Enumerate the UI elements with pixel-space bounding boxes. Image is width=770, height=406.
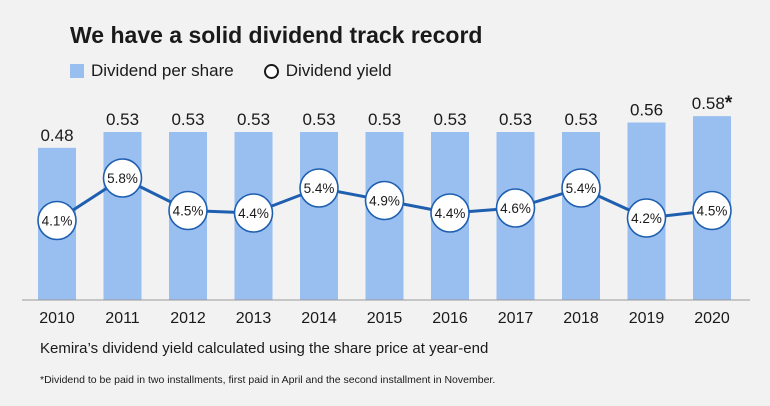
x-tick-label-2018: 2018 [563, 310, 599, 327]
x-tick-label-2015: 2015 [367, 310, 403, 327]
bar-value-label-2014: 0.53 [302, 110, 335, 129]
yield-label-2020: 4.5% [697, 204, 728, 219]
bar-value-label-2010: 0.48 [40, 126, 73, 145]
bar-value-label-2016: 0.53 [433, 110, 466, 129]
yield-point-2017 [495, 188, 536, 228]
bar-2014 [300, 131, 338, 300]
bar-value-label-2012: 0.53 [171, 110, 204, 129]
chart-legend: Dividend per share Dividend yield [70, 60, 392, 82]
yield-point-2019 [626, 198, 667, 238]
bar-2011 [103, 131, 142, 300]
x-tick-label-2020: 2020 [694, 310, 730, 327]
bar-value-label-2020: 0.58* [692, 93, 733, 114]
x-tick-label-2012: 2012 [170, 310, 206, 327]
x-tick-label-2014: 2014 [301, 310, 337, 327]
x-tick-label-2019: 2019 [629, 310, 665, 327]
yield-label-2010: 4.1% [42, 214, 73, 229]
yield-point-2010 [37, 200, 77, 241]
yield-point-2014 [299, 168, 339, 208]
chart-caption: Kemira’s dividend yield calculated using… [40, 340, 489, 357]
yield-label-2015: 4.9% [369, 194, 400, 209]
bar-2018 [562, 131, 600, 300]
yield-point-2020 [692, 190, 732, 231]
x-tick-label-2013: 2013 [236, 310, 272, 327]
yield-label-2018: 5.4% [566, 181, 597, 196]
yield-label-2014: 5.4% [304, 181, 335, 196]
x-tick-label-2011: 2011 [105, 310, 140, 327]
x-tick-labels: 2010 2011 2012 2013 2014 2015 2016 2017 2018 2019… [39, 310, 730, 327]
yield-label-2016: 4.4% [435, 206, 466, 221]
yield-point-2013 [233, 193, 274, 233]
legend-label-dividend-yield: Dividend yield [285, 61, 392, 80]
yield-label-2013: 4.4% [238, 206, 269, 221]
bar-value-label-2013: 0.53 [237, 110, 270, 129]
bar-value-label-2011: 0.53 [106, 110, 139, 129]
bar-value-label-2019: 0.56 [630, 100, 663, 119]
x-tick-label-2016: 2016 [432, 310, 468, 327]
yield-points: 4.1% 5.8% 4.5% 4.4% 5.4% 4.9% 4.4% 4.6% 5.4% 4.2%… [37, 158, 732, 241]
yield-label-2019: 4.2% [631, 211, 662, 226]
x-tick-label-2010: 2010 [39, 310, 75, 327]
yield-point-2018 [561, 168, 601, 208]
chart-title: We have a solid dividend track record [70, 22, 483, 48]
yield-point-2016 [430, 193, 470, 233]
bar-value-label-2018: 0.53 [564, 110, 597, 129]
chart-footnote: *Dividend to be paid in two installments… [40, 374, 496, 386]
yield-label-2017: 4.6% [500, 201, 531, 216]
bar-value-labels: 0.48 0.53 0.53 0.53 0.53 0.53 0.53 0.53 0.53 0.56… [40, 93, 732, 145]
yield-point-2011 [102, 158, 143, 198]
legend-swatch-dividend-yield [263, 63, 279, 79]
yield-point-2015 [364, 180, 405, 221]
legend-swatch-dividend-per-share [70, 64, 84, 78]
bar-value-label-2017: 0.53 [499, 110, 532, 129]
yield-label-2011: 5.8% [107, 171, 138, 186]
yield-point-2012 [168, 190, 208, 231]
yield-label-2012: 4.5% [173, 204, 204, 219]
x-tick-label-2017: 2017 [498, 310, 534, 327]
bar-value-label-2015: 0.53 [368, 110, 401, 129]
legend-label-dividend-per-share: Dividend per share [91, 61, 234, 80]
